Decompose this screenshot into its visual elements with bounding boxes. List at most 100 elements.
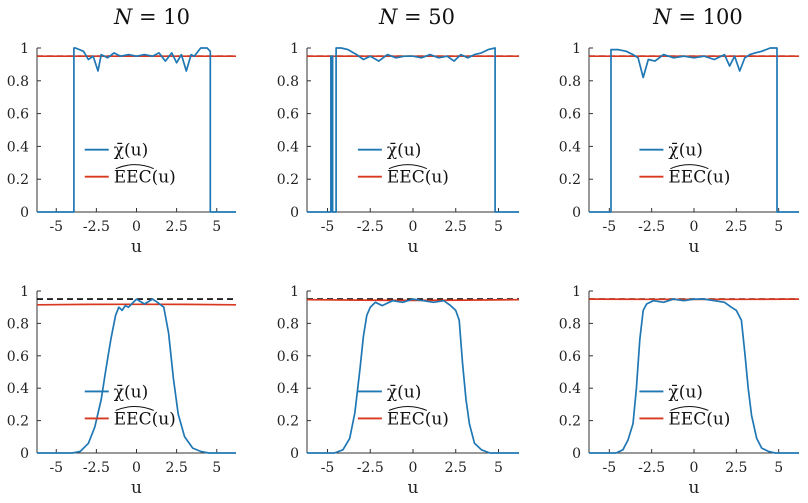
- legend-label-eec: EEC(u): [114, 409, 176, 429]
- y-tick-label: 0: [290, 446, 299, 462]
- subplot-1: -5 -2.5 0 2.5 5 0 0.2 0.4 0.6 0.8 1 u χ̄(u) EEC(u): [7, 41, 236, 257]
- y-tick-label: 0.8: [7, 316, 29, 332]
- x-tick-label: 5: [774, 219, 783, 235]
- subplot-2: -5 -2.5 0 2.5 5 0 0.2 0.4 0.6 0.8 1 u χ̄(u) EEC(u): [277, 41, 519, 257]
- x-axis-label: u: [689, 478, 700, 498]
- y-tick-label: 0: [572, 446, 581, 462]
- x-tick-label: 0: [132, 219, 141, 235]
- hat-accent-icon: [388, 405, 428, 411]
- y-tick-label: 0.6: [7, 107, 29, 123]
- subplot-5: -5 -2.5 0 2.5 5 0 0.2 0.4 0.6 0.8 1 u χ̄(u) EEC(u): [277, 284, 520, 498]
- x-tick-label: 5: [774, 460, 783, 476]
- y-tick-label: 0: [290, 205, 299, 221]
- x-tick-label: -2.5: [83, 460, 110, 476]
- legend: χ̄(u) EEC(u): [84, 382, 176, 429]
- y-tick-label: 0.6: [559, 349, 581, 365]
- legend: χ̄(u) EEC(u): [639, 382, 730, 429]
- legend-label-eec: EEC(u): [668, 168, 730, 188]
- y-tick-label: 1: [290, 284, 299, 300]
- y-tick-label: 0: [20, 446, 29, 462]
- x-tick-label: 5: [212, 460, 221, 476]
- y-tick-label: 0.6: [277, 349, 299, 365]
- x-tick-label: 5: [494, 219, 503, 235]
- y-tick-label: 0.8: [277, 316, 299, 332]
- legend-label-chi: χ̄(u): [114, 141, 149, 161]
- x-tick-label: 0: [132, 460, 141, 476]
- legend-label-chi: χ̄(u): [668, 141, 703, 161]
- subplot-6: -5 -2.5 0 2.5 5 0 0.2 0.4 0.6 0.8 1 u χ̄(u) EEC(u): [559, 284, 800, 498]
- x-tick-label: 2.5: [725, 460, 747, 476]
- x-tick-label: -5: [49, 460, 63, 476]
- y-tick-label: 0: [20, 205, 29, 221]
- title-n50: N = 50: [378, 5, 455, 29]
- y-tick-label: 0.6: [7, 349, 29, 365]
- eec-series-line: [36, 303, 237, 306]
- x-axis-label: u: [131, 478, 142, 498]
- legend: χ̄(u) EEC(u): [639, 141, 730, 188]
- y-tick-label: 0: [572, 205, 581, 221]
- chi-bar-series-line: [589, 47, 799, 213]
- hat-accent-icon: [670, 405, 709, 411]
- y-tick-label: 0.8: [559, 74, 581, 90]
- y-tick-label: 0.4: [277, 381, 299, 397]
- x-tick-label: -5: [603, 219, 617, 235]
- x-tick-label: -2.5: [357, 219, 384, 235]
- subplot-3: -5 -2.5 0 2.5 5 0 0.2 0.4 0.6 0.8 1 u χ̄(u) EEC(u): [559, 41, 799, 257]
- title-n100: N = 100: [652, 5, 742, 29]
- x-axis-label: u: [408, 478, 419, 498]
- y-tick-label: 0.4: [7, 139, 29, 155]
- x-tick-label: -2.5: [83, 219, 110, 235]
- x-tick-label: -5: [321, 460, 335, 476]
- hat-accent-icon: [670, 164, 709, 170]
- y-tick-label: 0.4: [277, 139, 299, 155]
- legend: χ̄(u) EEC(u): [84, 141, 176, 188]
- chi-bar-series-line: [307, 298, 519, 454]
- x-tick-label: 2.5: [165, 219, 187, 235]
- x-tick-label: -2.5: [638, 460, 665, 476]
- chi-bar-series-line: [589, 298, 799, 454]
- x-tick-label: 0: [690, 219, 699, 235]
- x-tick-label: 2.5: [445, 219, 467, 235]
- column-titles: N = 10 N = 50 N = 100: [113, 5, 743, 29]
- x-tick-label: 0: [409, 219, 418, 235]
- y-tick-label: 1: [290, 41, 299, 57]
- x-axis-label: u: [131, 237, 142, 257]
- x-tick-label: 2.5: [165, 460, 187, 476]
- legend-label-eec: EEC(u): [387, 168, 449, 188]
- subplot-4: -5 -2.5 0 2.5 5 0 0.2 0.4 0.6 0.8 1 u χ̄(u) EEC(u): [7, 284, 237, 498]
- y-tick-label: 0.4: [559, 381, 581, 397]
- legend: χ̄(u) EEC(u): [357, 141, 449, 188]
- legend-label-chi: χ̄(u): [387, 141, 422, 161]
- y-tick-label: 1: [572, 41, 581, 57]
- x-tick-label: 0: [409, 460, 418, 476]
- x-tick-label: 5: [212, 219, 221, 235]
- legend-label-chi: χ̄(u): [387, 382, 422, 402]
- x-tick-label: -2.5: [638, 219, 665, 235]
- y-tick-label: 0.8: [559, 316, 581, 332]
- x-axis-label: u: [689, 237, 700, 257]
- subplot-grid: -5 -2.5 0 2.5 5 0 0.2 0.4 0.6 0.8 1 u χ̄(u) EEC(u) -5 -…: [7, 41, 800, 498]
- y-tick-label: 0.2: [277, 414, 299, 430]
- hat-accent-icon: [115, 405, 154, 411]
- y-tick-label: 0.2: [277, 172, 299, 188]
- y-tick-label: 0.6: [277, 107, 299, 123]
- y-tick-label: 1: [20, 41, 29, 57]
- chi-bar-series-line: [37, 47, 236, 213]
- y-tick-label: 0.6: [559, 107, 581, 123]
- chi-bar-series-line: [37, 298, 236, 454]
- x-tick-label: 2.5: [445, 460, 467, 476]
- x-tick-label: -5: [603, 460, 617, 476]
- legend-label-eec: EEC(u): [114, 168, 176, 188]
- title-n10: N = 10: [113, 5, 190, 29]
- y-tick-label: 0.8: [7, 74, 29, 90]
- y-tick-label: 0.2: [7, 172, 29, 188]
- y-tick-label: 0.4: [559, 139, 581, 155]
- y-tick-label: 0.2: [559, 414, 581, 430]
- x-tick-label: -2.5: [357, 460, 384, 476]
- chi-bar-series-line: [307, 47, 519, 213]
- legend-label-chi: χ̄(u): [668, 382, 703, 402]
- y-tick-label: 1: [20, 284, 29, 300]
- hat-accent-icon: [115, 164, 154, 170]
- x-tick-label: -5: [321, 219, 335, 235]
